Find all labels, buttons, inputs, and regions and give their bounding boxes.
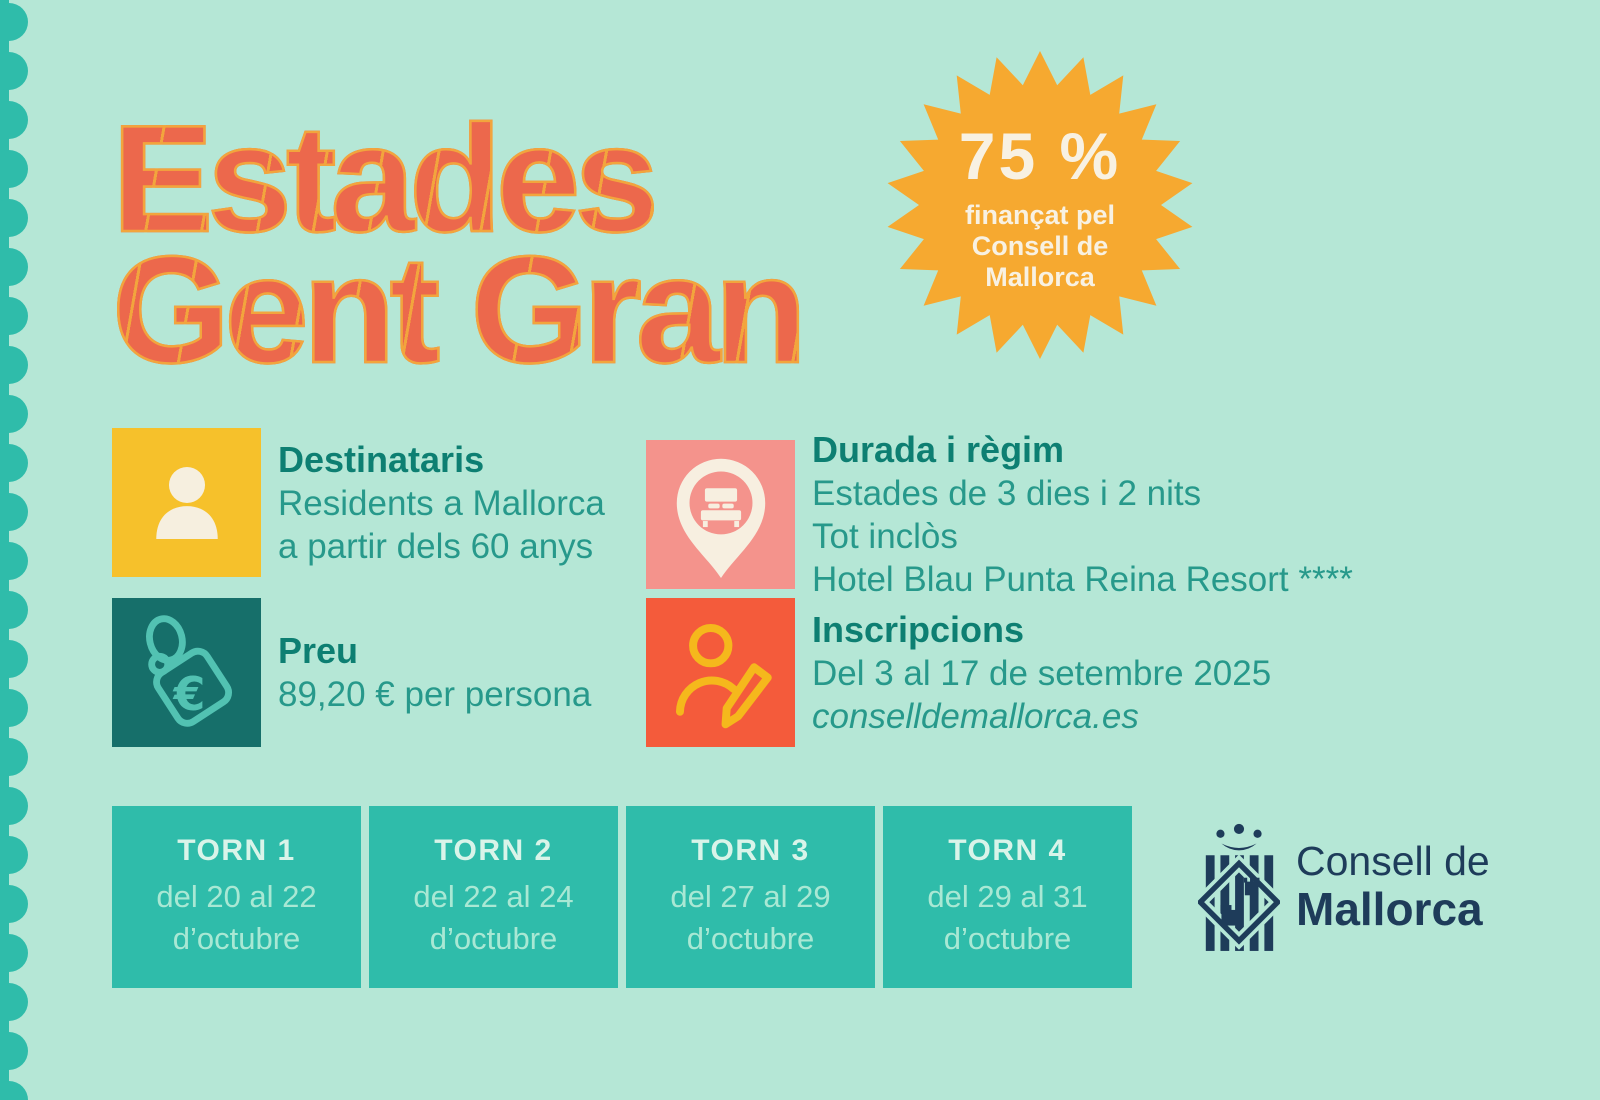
durada-text: Durada i règim Estades de 3 dies i 2 nit… bbox=[812, 428, 1353, 601]
badge-line-2: Consell de bbox=[971, 230, 1109, 261]
preu-line-1: 89,20 € per persona bbox=[278, 675, 592, 714]
person-edit-icon bbox=[646, 598, 795, 747]
funding-badge: 75 % finançat pel Consell de Mallorca bbox=[885, 50, 1195, 360]
title-line-2: Gent Gran bbox=[111, 225, 809, 395]
destinataris-line-2: a partir dels 60 anys bbox=[278, 526, 594, 566]
torn-3-box: TORN 3 del 27 al 29 d’octubre bbox=[626, 806, 875, 988]
logo-text: Consell de Mallorca bbox=[1296, 838, 1490, 935]
person-icon bbox=[112, 428, 261, 577]
torn-2-box: TORN 2 del 22 al 24 d’octubre bbox=[369, 806, 618, 988]
destinataris-text: Destinataris Residents a Mallorca a part… bbox=[278, 438, 605, 568]
torn-4-box: TORN 4 del 29 al 31 d’octubre bbox=[883, 806, 1132, 988]
destinataris-title: Destinataris bbox=[278, 438, 485, 480]
inscripcions-text: Inscripcions Del 3 al 17 de setembre 202… bbox=[812, 608, 1271, 738]
badge-line-1: finançat pel bbox=[964, 199, 1116, 230]
torn-1-title: TORN 1 bbox=[177, 834, 296, 867]
badge-percent: 75 % bbox=[958, 118, 1122, 193]
torn-2-month: d’octubre bbox=[429, 921, 558, 956]
info-block-preu: € Preu 89,20 € per persona bbox=[112, 598, 591, 747]
torn-1-dates: del 20 al 22 bbox=[156, 879, 317, 914]
price-tag-icon: € bbox=[112, 598, 261, 747]
destinataris-line-1: Residents a Mallorca bbox=[278, 483, 605, 523]
torn-3-title: TORN 3 bbox=[691, 834, 810, 867]
starburst-icon bbox=[887, 51, 1193, 359]
durada-line-1: Estades de 3 dies i 2 nits bbox=[812, 474, 1202, 513]
torn-2-title: TORN 2 bbox=[434, 834, 553, 867]
inscripcions-website: conselldemallorca.es bbox=[812, 696, 1139, 736]
svg-text:€: € bbox=[172, 667, 205, 721]
consell-mallorca-logo: Consell de Mallorca bbox=[1198, 822, 1490, 951]
torn-1-month: d’octubre bbox=[172, 921, 301, 956]
badge-line-3: Mallorca bbox=[985, 261, 1095, 292]
torn-3-month: d’octubre bbox=[686, 921, 815, 956]
inscripcions-line-1: Del 3 al 17 de setembre 2025 bbox=[812, 653, 1272, 693]
poster-title: Estades Gent Gran bbox=[111, 94, 809, 395]
mallorca-shield-icon bbox=[1198, 823, 1280, 951]
torn-4-dates: del 29 al 31 bbox=[927, 879, 1088, 914]
durada-line-2: Tot inclòs bbox=[812, 517, 958, 556]
inscripcions-title: Inscripcions bbox=[812, 608, 1025, 650]
funding-badge-text: 75 % finançat pel Consell de Mallorca bbox=[885, 50, 1195, 360]
info-block-durada: Durada i règim Estades de 3 dies i 2 nit… bbox=[646, 428, 1353, 601]
logo-line-1: Consell de bbox=[1296, 838, 1490, 884]
info-block-inscripcions: Inscripcions Del 3 al 17 de setembre 202… bbox=[646, 598, 1271, 747]
bed-pin-icon bbox=[646, 440, 795, 589]
durada-title: Durada i règim bbox=[812, 429, 1065, 470]
torn-4-title: TORN 4 bbox=[948, 834, 1067, 867]
preu-text: Preu 89,20 € per persona bbox=[278, 629, 591, 716]
durada-line-3: Hotel Blau Punta Reina Resort **** bbox=[812, 560, 1353, 599]
logo-line-2: Mallorca bbox=[1296, 883, 1483, 935]
torn-3-dates: del 27 al 29 bbox=[670, 879, 831, 914]
torn-4-month: d’octubre bbox=[943, 921, 1072, 956]
torn-1-box: TORN 1 del 20 al 22 d’octubre bbox=[112, 806, 361, 988]
torn-schedule: TORN 1 del 20 al 22 d’octubre TORN 2 del… bbox=[112, 806, 1132, 988]
torn-2-dates: del 22 al 24 bbox=[413, 879, 574, 914]
wave-border-decoration bbox=[0, 0, 28, 1100]
info-block-destinataris: Destinataris Residents a Mallorca a part… bbox=[112, 428, 605, 577]
preu-title: Preu bbox=[278, 630, 359, 671]
title-line-1: Estades bbox=[111, 94, 661, 264]
